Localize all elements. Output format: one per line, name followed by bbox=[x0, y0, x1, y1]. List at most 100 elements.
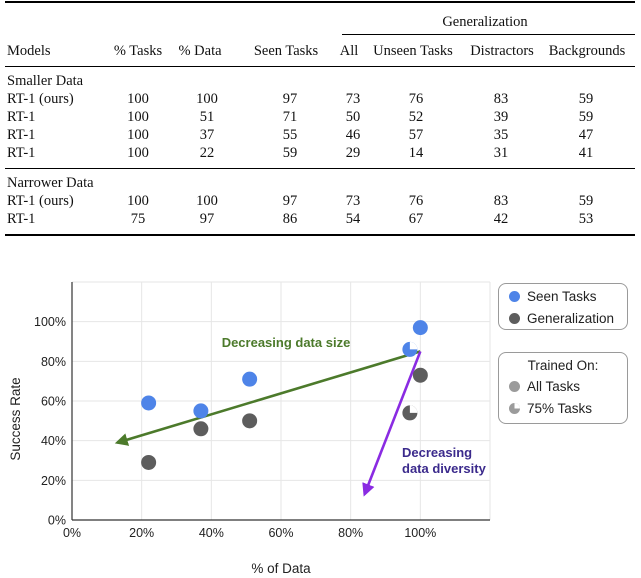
cell-unseen: 67 bbox=[408, 211, 424, 227]
x-tick-label: 100% bbox=[404, 526, 436, 540]
y-tick-label: 20% bbox=[41, 474, 66, 488]
annotation-arrow bbox=[362, 350, 422, 497]
legend-label: All Tasks bbox=[527, 378, 581, 394]
y-tick-label: 100% bbox=[34, 315, 66, 329]
y-tick-label: 0% bbox=[48, 514, 66, 528]
col-header-unseen-tasks: Unseen Tasks bbox=[373, 43, 453, 59]
section-rule bbox=[5, 168, 635, 169]
seen-tasks-dot-icon bbox=[509, 290, 520, 302]
cell-data: 37 bbox=[199, 127, 215, 143]
cell-distractors: 83 bbox=[493, 91, 509, 107]
cell-distractors: 39 bbox=[493, 109, 509, 125]
x-axis-title: % of Data bbox=[251, 561, 311, 576]
partial-circle-icon bbox=[509, 402, 520, 414]
legend-item-generalization: Generalization bbox=[509, 309, 614, 327]
col-header-data: % Data bbox=[178, 43, 222, 59]
legend-label: 75% Tasks bbox=[527, 400, 593, 416]
cell-data: 100 bbox=[196, 91, 218, 107]
tick-labels: 0% 20% 40% 60% 80% 100% 0% 20% 40% 60% 80% 100% bbox=[34, 315, 436, 540]
data-points bbox=[141, 320, 428, 470]
cell-data: 51 bbox=[199, 109, 215, 125]
x-tick-label: 40% bbox=[199, 526, 224, 540]
annotation-data-diversity-line2: data diversity bbox=[402, 461, 487, 476]
all-tasks-dot-icon bbox=[509, 380, 520, 392]
annotation-arrows bbox=[114, 350, 422, 497]
axes bbox=[71, 282, 490, 521]
seen-tasks-point-quarter-cutout bbox=[409, 341, 418, 350]
cell-all: 46 bbox=[345, 127, 361, 143]
generalization-dot-icon bbox=[509, 312, 520, 324]
x-tick-label: 60% bbox=[268, 526, 293, 540]
cell-distractors: 35 bbox=[493, 127, 509, 143]
legend-trained-on: Trained On: All Tasks 75% Tasks bbox=[498, 352, 628, 424]
cell-unseen: 52 bbox=[408, 109, 424, 125]
cell-seen: 97 bbox=[282, 193, 298, 209]
cell-distractors: 42 bbox=[493, 211, 509, 227]
grid bbox=[71, 281, 491, 521]
cell-seen: 86 bbox=[282, 211, 298, 227]
col-header-tasks: % Tasks bbox=[113, 43, 163, 59]
cell-distractors: 83 bbox=[493, 193, 509, 209]
legend-series: Seen Tasks Generalization bbox=[498, 283, 628, 330]
cell-all: 50 bbox=[345, 109, 361, 125]
legend-item-75-tasks: 75% Tasks bbox=[509, 399, 592, 417]
cell-seen: 55 bbox=[282, 127, 298, 143]
cell-model: RT-1 bbox=[7, 109, 36, 125]
y-axis-title: Success Rate bbox=[8, 377, 23, 460]
cell-data: 100 bbox=[196, 193, 218, 209]
annotation-arrow bbox=[114, 350, 421, 446]
cell-tasks: 100 bbox=[127, 193, 149, 209]
section-title-smaller-data: Smaller Data bbox=[7, 73, 84, 89]
cell-unseen: 14 bbox=[408, 145, 424, 161]
cell-backgrounds: 53 bbox=[578, 211, 594, 227]
cell-unseen: 57 bbox=[408, 127, 424, 143]
group-header-underline bbox=[342, 34, 635, 35]
col-header-seen-tasks: Seen Tasks bbox=[253, 43, 319, 59]
generalization-point bbox=[412, 367, 428, 383]
generalization-point bbox=[242, 413, 258, 429]
cell-tasks: 75 bbox=[130, 211, 146, 227]
col-header-models: Models bbox=[7, 43, 51, 59]
cell-all: 29 bbox=[345, 145, 361, 161]
generalization-point bbox=[193, 421, 209, 437]
table-bottom-rule bbox=[5, 234, 635, 236]
x-tick-label: 20% bbox=[129, 526, 154, 540]
legend-item-all-tasks: All Tasks bbox=[509, 377, 580, 395]
legend-item-seen-tasks: Seen Tasks bbox=[509, 287, 597, 305]
legend-title: Trained On: bbox=[527, 358, 599, 373]
col-header-all: All bbox=[339, 43, 359, 59]
cell-tasks: 100 bbox=[127, 127, 149, 143]
x-tick-label: 0% bbox=[63, 526, 81, 540]
cell-model: RT-1 (ours) bbox=[7, 91, 74, 107]
cell-backgrounds: 59 bbox=[578, 91, 594, 107]
cell-backgrounds: 59 bbox=[578, 109, 594, 125]
cell-all: 54 bbox=[345, 211, 361, 227]
cell-tasks: 100 bbox=[127, 91, 149, 107]
generalization-point bbox=[141, 454, 157, 470]
cell-distractors: 31 bbox=[493, 145, 509, 161]
cell-tasks: 100 bbox=[127, 109, 149, 125]
seen-tasks-point bbox=[141, 395, 157, 411]
annotation-data-diversity-line1: Decreasing bbox=[402, 445, 472, 460]
table-top-rule bbox=[5, 1, 635, 3]
group-header-generalization: Generalization bbox=[442, 14, 528, 30]
cell-model: RT-1 bbox=[7, 127, 36, 143]
cell-data: 97 bbox=[199, 211, 215, 227]
col-header-distractors: Distractors bbox=[470, 43, 534, 59]
generalization-point-quarter-cutout bbox=[409, 405, 418, 413]
cell-model: RT-1 bbox=[7, 211, 36, 227]
y-tick-label: 40% bbox=[41, 434, 66, 448]
cell-model: RT-1 bbox=[7, 145, 36, 161]
legend-label: Seen Tasks bbox=[527, 288, 597, 304]
cell-backgrounds: 59 bbox=[578, 193, 594, 209]
header-rule bbox=[5, 66, 635, 67]
cell-unseen: 76 bbox=[408, 91, 424, 107]
cell-all: 73 bbox=[345, 91, 361, 107]
cell-model: RT-1 (ours) bbox=[7, 193, 74, 209]
scatter-chart: 0% 20% 40% 60% 80% 100% 0% 20% 40% 60% 80% 100% % o… bbox=[8, 281, 491, 576]
cell-tasks: 100 bbox=[127, 145, 149, 161]
y-tick-label: 60% bbox=[41, 395, 66, 409]
cell-data: 22 bbox=[199, 145, 215, 161]
y-tick-label: 80% bbox=[41, 355, 66, 369]
cell-unseen: 76 bbox=[408, 193, 424, 209]
